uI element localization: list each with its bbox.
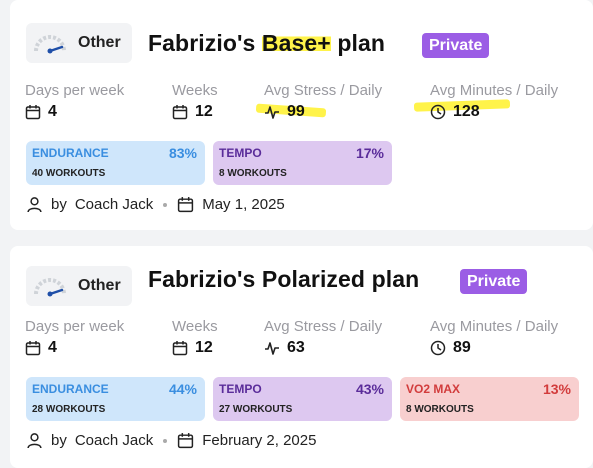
calendar-icon <box>172 105 188 120</box>
workout-type-endurance: ENDURANCE 44% 28 WORKOUTS <box>26 377 205 421</box>
days-per-week-value: 4 <box>25 339 57 357</box>
activity-icon <box>265 342 279 355</box>
plan-meta: by Coach Jack May 1, 2025 <box>26 196 285 213</box>
by-label: by <box>51 196 67 213</box>
clock-icon <box>430 340 446 356</box>
days-per-week-value: 4 <box>25 103 57 121</box>
weeks-value: 12 <box>172 103 213 121</box>
calendar-icon <box>178 433 194 449</box>
privacy-badge: Private <box>422 33 490 58</box>
avg-minutes-label: Avg Minutes / Daily <box>430 82 559 99</box>
user-icon <box>27 197 42 213</box>
user-icon <box>27 433 42 449</box>
plan-title[interactable]: Fabrizio's Polarized plan <box>148 266 420 292</box>
days-per-week-label: Days per week <box>25 318 125 335</box>
weeks-label: Weeks <box>172 82 218 99</box>
coach-name[interactable]: Coach Jack <box>74 196 154 213</box>
calendar-icon <box>25 341 41 356</box>
avg-minutes-label: Avg Minutes / Daily <box>430 318 559 335</box>
weeks-label: Weeks <box>172 318 218 335</box>
plan-card-polarized[interactable]: Other Fabrizio's Polarized plan Private … <box>10 246 593 468</box>
weeks-value: 12 <box>172 339 213 357</box>
workout-type-tempo: TEMPO 43% 27 WORKOUTS <box>213 377 392 421</box>
avg-minutes-value: 89 <box>430 339 471 357</box>
plan-type-badge: Other <box>26 266 132 306</box>
plan-type-label: Other <box>78 34 121 51</box>
plan-date: February 2, 2025 <box>202 432 317 449</box>
clock-icon <box>430 104 446 120</box>
by-label: by <box>51 432 67 449</box>
avg-stress-value: 99 <box>264 103 305 121</box>
avg-stress-value: 63 <box>264 339 305 357</box>
activity-icon <box>265 106 279 119</box>
days-per-week-label: Days per week <box>25 82 125 99</box>
separator-dot <box>163 438 168 443</box>
calendar-icon <box>172 341 188 356</box>
calendar-icon <box>178 197 194 213</box>
separator-dot <box>163 202 168 207</box>
plan-card-base[interactable]: Other Fabrizio's Base+ plan Private Days… <box>10 0 593 230</box>
workout-type-tempo: TEMPO 17% 8 WORKOUTS <box>213 141 392 185</box>
plan-meta: by Coach Jack February 2, 2025 <box>26 432 316 449</box>
workout-type-vo2max: VO2 MAX 13% 8 WORKOUTS <box>400 377 579 421</box>
plan-type-badge: Other <box>26 23 132 63</box>
plan-type-label: Other <box>78 277 121 294</box>
calendar-icon <box>25 105 41 120</box>
workout-type-endurance: ENDURANCE 83% 40 WORKOUTS <box>26 141 205 185</box>
plan-date: May 1, 2025 <box>202 196 285 213</box>
gauge-icon <box>34 278 66 297</box>
avg-stress-label: Avg Stress / Daily <box>264 318 383 335</box>
coach-name[interactable]: Coach Jack <box>74 432 154 449</box>
title-highlight: Base+ <box>261 30 331 56</box>
privacy-badge: Private <box>460 269 528 294</box>
plan-title[interactable]: Fabrizio's Base+ plan <box>148 30 386 56</box>
avg-stress-label: Avg Stress / Daily <box>264 82 383 99</box>
gauge-icon <box>34 35 66 54</box>
avg-minutes-value: 128 <box>430 103 480 121</box>
